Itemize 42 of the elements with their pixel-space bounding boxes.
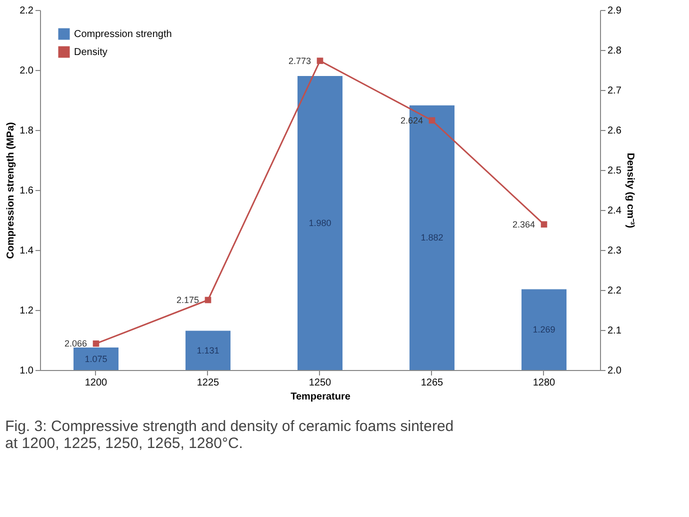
- y2-tick-label: 2.7: [608, 86, 622, 96]
- point: [540, 221, 548, 228]
- y2-tick-label: 2.2: [608, 286, 622, 296]
- y2-tick-label: 2.6: [608, 126, 622, 136]
- caption: Fig. 3: Compressive strength and density of ceramic foams sintered at 1200, 1225, 1250, 1265, 1280°C.: [5, 418, 454, 452]
- y2-tick-label: 2.5: [608, 166, 622, 176]
- y-tick-label: 2.2: [20, 6, 34, 16]
- y2-tick-label: 2.8: [608, 46, 622, 56]
- y2-tick-label: 2.9: [608, 6, 622, 16]
- point: [316, 58, 324, 64]
- x-tick-label: 1250: [308, 378, 332, 388]
- data-label: 2.066: [64, 338, 87, 349]
- point: [428, 117, 436, 124]
- x-tick-label: 1200: [84, 378, 108, 388]
- data-label: 1.075: [84, 354, 108, 364]
- x-tick-label: 1280: [532, 378, 556, 388]
- data-label: 2.773: [288, 56, 311, 66]
- y2-tick-label: 2.1: [608, 326, 622, 336]
- y-tick-label: 1.2: [20, 306, 34, 316]
- y2-tick-label: 2.3: [608, 246, 622, 256]
- point: [204, 296, 212, 304]
- y-axis-title: Compression strength (MPa): [6, 122, 17, 259]
- legend-label: Compression strength: [74, 29, 172, 40]
- legend-label: Density: [74, 47, 108, 58]
- point: [92, 340, 100, 347]
- data-label: 1.131: [196, 345, 220, 356]
- y-tick-label: 2.0: [20, 66, 34, 76]
- y-tick-label: 1.8: [20, 126, 34, 136]
- x-axis-title: Temperature: [290, 392, 351, 402]
- data-label: 1.269: [532, 324, 556, 335]
- y-tick-label: 1.0: [20, 366, 34, 376]
- x-tick-label: 1265: [420, 378, 444, 388]
- y-tick-label: 1.6: [20, 186, 34, 196]
- x-tick-label: 1225: [196, 378, 220, 388]
- y2-tick-label: 2.4: [608, 206, 622, 216]
- data-label: 2.175: [176, 295, 199, 305]
- y2-axis-title: Density (g cm⁻³): [624, 152, 636, 228]
- y-tick-label: 1.4: [20, 246, 34, 256]
- data-label: 1.882: [420, 232, 444, 243]
- y2-tick-label: 2.0: [608, 366, 622, 376]
- data-label: 1.980: [308, 218, 332, 228]
- data-label: 2.364: [512, 219, 535, 230]
